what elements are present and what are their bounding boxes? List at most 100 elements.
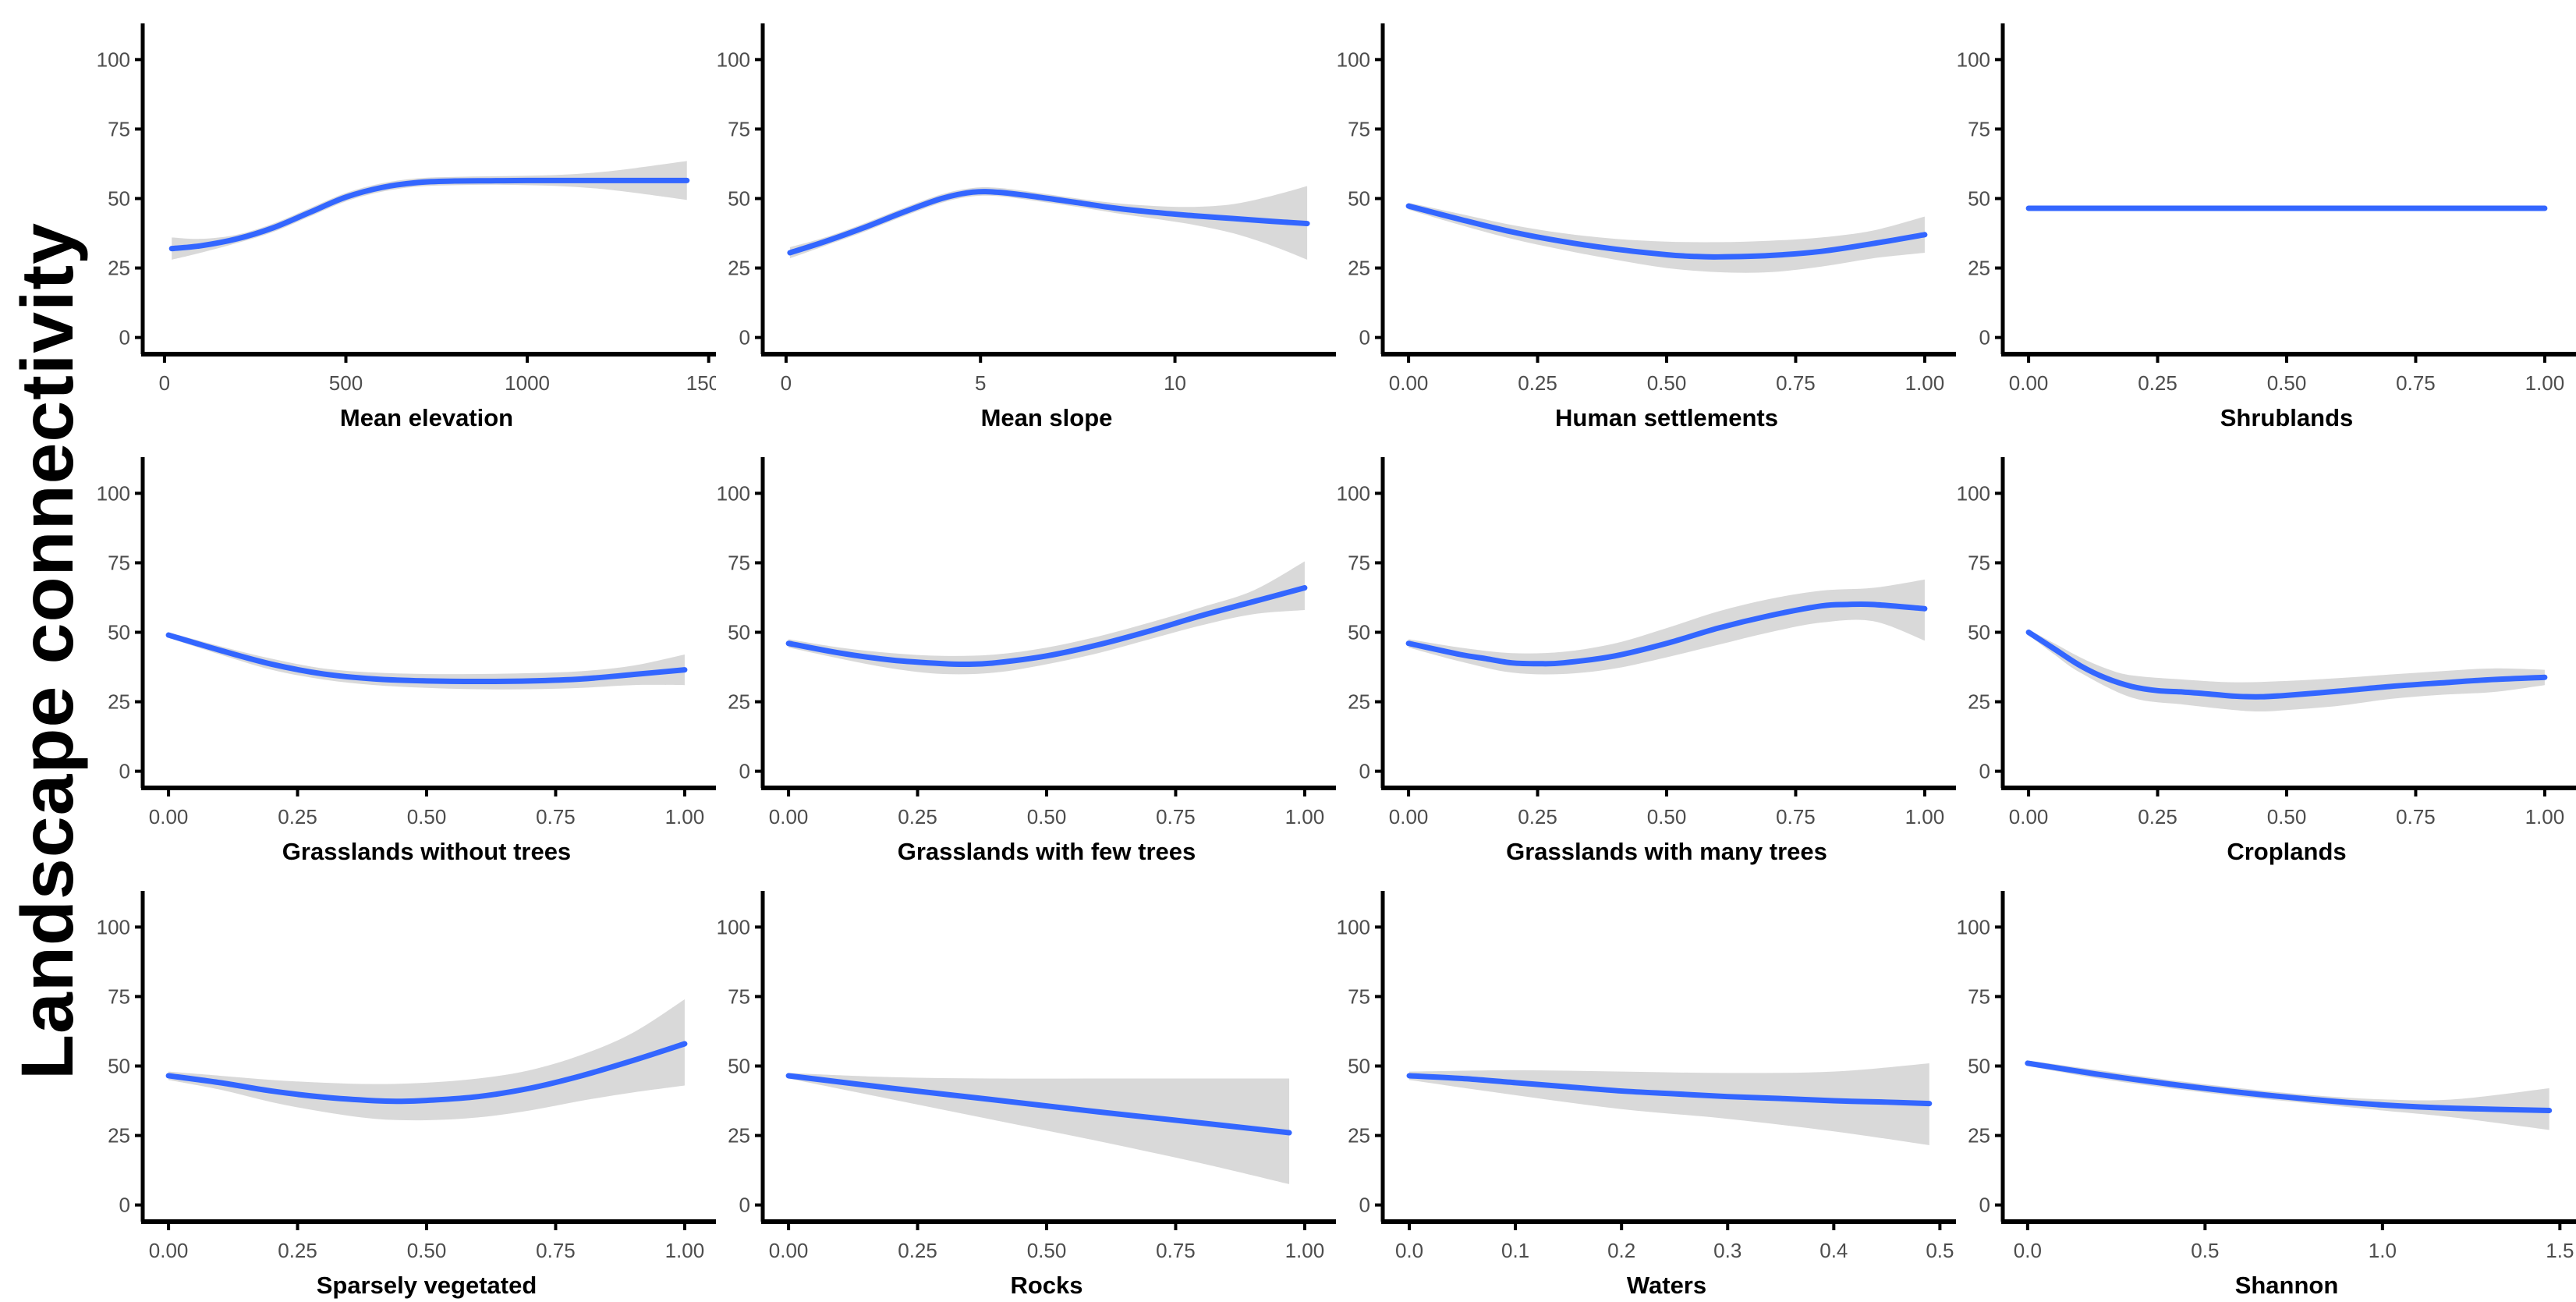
x-axis-title: Sparsely vegetated — [317, 1272, 537, 1299]
y-tick-label: 50 — [1348, 621, 1370, 644]
smooth-line — [1406, 1073, 1933, 1107]
confidence-band — [1408, 579, 1925, 675]
y-tick-label: 50 — [1968, 187, 1990, 211]
x-tick-label: 1.00 — [665, 805, 705, 828]
smooth-line — [1405, 203, 1928, 260]
facet-chart: 0 25 50 75 100 0.00 0.25 0.50 0.75 1.00 Rocks — [717, 891, 1336, 1299]
facet-panel: 0255075100050010001500Mean elevation — [96, 0, 716, 434]
x-tick-label: 0.75 — [1156, 1239, 1196, 1262]
smooth-line — [1405, 601, 1928, 667]
x-tick-label: 0.3 — [1713, 1239, 1742, 1262]
smooth-line — [785, 585, 1308, 668]
x-tick-label: 0.00 — [2009, 371, 2049, 395]
x-tick-label: 0.50 — [2267, 371, 2307, 395]
facet-panel: 0 25 50 75 100 0.00 0.25 0.50 0.75 1.00 Grasslands… — [1336, 434, 1956, 867]
x-tick-label: 1.0 — [2369, 1239, 2397, 1262]
x-tick-label: 0.75 — [2396, 805, 2436, 828]
facet-panel: 0 25 50 75 100 0.0 0.1 0.2 0.3 0.4 0.5 Waters — [1336, 867, 1956, 1302]
x-tick-label: 0.75 — [536, 1239, 576, 1262]
y-tick-label: 100 — [1957, 48, 1990, 71]
x-tick-label: 0.50 — [1027, 805, 1067, 828]
x-tick-label: 0.75 — [536, 805, 576, 828]
y-tick-label: 25 — [728, 690, 750, 714]
x-tick-label: 0.25 — [898, 805, 937, 828]
x-tick-label: 0 — [781, 371, 792, 395]
smooth-line — [785, 1073, 1292, 1136]
x-tick-label: 0.50 — [407, 805, 447, 828]
x-tick-label: 0.4 — [1819, 1239, 1848, 1262]
x-axis-title: Mean elevation — [340, 404, 513, 431]
facet-panel: 0 25 50 75 100 0.00 0.25 0.50 0.75 1.00 Grasslands… — [716, 434, 1336, 867]
x-tick-label: 1500 — [686, 371, 716, 395]
x-tick-label: 0 — [159, 371, 170, 395]
x-tick-label: 0.00 — [1389, 371, 1429, 395]
y-tick-label: 100 — [717, 481, 750, 505]
y-tick-label: 75 — [1348, 984, 1370, 1008]
x-tick-label: 1.5 — [2546, 1239, 2574, 1262]
y-tick-label: 25 — [1968, 690, 1990, 714]
facet-chart: 0 25 50 75 100 0.0 0.5 1.0 1.5 Shannon — [1957, 891, 2576, 1299]
facet-chart: 0 25 50 75 100 0.00 0.25 0.50 0.75 1.00 Human sett… — [1337, 23, 1956, 431]
x-tick-label: 0.00 — [2009, 805, 2049, 828]
facet-panel: 0 25 50 75 100 0 5 10 Mean slope — [716, 0, 1336, 434]
y-tick-label: 25 — [108, 690, 130, 714]
y-tick-label: 75 — [108, 984, 130, 1008]
x-tick-label: 0.25 — [278, 805, 317, 828]
facet-chart: 0 25 50 75 100 0.00 0.25 0.50 0.75 1.00 Grasslands… — [717, 457, 1336, 865]
y-tick-label: 50 — [728, 187, 750, 211]
x-axis-title: Human settlements — [1555, 404, 1778, 431]
x-axis-title: Shrublands — [2220, 404, 2354, 431]
x-tick-label: 0.5 — [2191, 1239, 2219, 1262]
y-tick-label: 0 — [119, 1194, 130, 1217]
y-tick-label: 0 — [1979, 326, 1990, 349]
y-tick-label: 25 — [1348, 1124, 1370, 1148]
facet-chart: 0 25 50 75 100 0 5 10 Mean slope — [717, 23, 1336, 431]
x-tick-label: 0.25 — [2138, 371, 2177, 395]
y-tick-label: 75 — [1348, 117, 1370, 140]
y-tick-label: 100 — [97, 915, 130, 938]
y-tick-label: 100 — [1957, 481, 1990, 505]
x-tick-label: 1.00 — [2525, 371, 2565, 395]
smooth-line — [2025, 630, 2548, 700]
y-tick-label: 75 — [108, 117, 130, 140]
y-tick-label: 100 — [1337, 481, 1370, 505]
x-axis-title: Shannon — [2235, 1272, 2339, 1299]
confidence-band — [1408, 202, 1925, 273]
x-tick-label: 1000 — [505, 371, 550, 395]
facet-chart: 0 25 50 75 100 0.00 0.25 0.50 0.75 1.00 Sparsely v… — [97, 891, 716, 1299]
y-tick-label: 100 — [717, 48, 750, 71]
confidence-band — [2029, 629, 2545, 712]
y-tick-label: 25 — [1968, 1124, 1990, 1148]
x-tick-label: 0.00 — [149, 805, 189, 828]
confidence-band — [168, 632, 685, 690]
x-axis-title: Waters — [1627, 1272, 1706, 1299]
x-axis-title: Mean slope — [981, 404, 1113, 431]
x-tick-label: 0.00 — [1389, 805, 1429, 828]
smooth-line — [787, 189, 1310, 256]
y-tick-label: 100 — [1337, 915, 1370, 938]
y-tick-label: 25 — [1968, 257, 1990, 280]
y-tick-label: 75 — [1968, 984, 1990, 1008]
y-tick-label: 25 — [108, 1124, 130, 1148]
smooth-line — [165, 1041, 688, 1105]
smooth-line — [2025, 1060, 2553, 1113]
facet-chart: 0255075100050010001500Mean elevation — [97, 23, 716, 431]
x-tick-label: 0.25 — [2138, 805, 2177, 828]
facet-chart: 0 25 50 75 100 0.00 0.25 0.50 0.75 1.00 Shrublands — [1957, 23, 2576, 431]
facet-chart: 0 25 50 75 100 0.00 0.25 0.50 0.75 1.00 Grasslands… — [97, 457, 716, 865]
y-tick-label: 100 — [97, 481, 130, 505]
x-tick-label: 500 — [329, 371, 363, 395]
x-tick-label: 1.00 — [1905, 805, 1945, 828]
x-tick-label: 0.00 — [769, 805, 809, 828]
y-tick-label: 75 — [1968, 117, 1990, 140]
facet-panel: 0 25 50 75 100 0.00 0.25 0.50 0.75 1.00 Human sett… — [1336, 0, 1956, 434]
y-tick-label: 50 — [108, 187, 130, 211]
x-tick-label: 0.75 — [1776, 805, 1816, 828]
y-tick-label: 50 — [1348, 187, 1370, 211]
y-tick-label: 75 — [1348, 551, 1370, 574]
confidence-band — [172, 161, 687, 260]
x-tick-label: 1.00 — [2525, 805, 2565, 828]
x-tick-label: 0.0 — [1395, 1239, 1423, 1262]
y-tick-label: 50 — [108, 1055, 130, 1078]
y-tick-label: 25 — [728, 1124, 750, 1148]
